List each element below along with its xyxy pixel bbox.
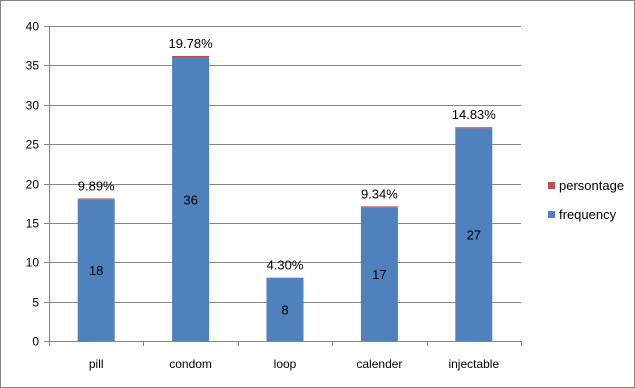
legend-swatch-persontage — [548, 182, 555, 189]
data-label-frequency: 27 — [467, 228, 481, 243]
data-label-persontage: 9.34% — [361, 186, 398, 201]
legend-swatch-frequency — [548, 211, 555, 218]
data-label-persontage: 14.83% — [452, 107, 497, 122]
data-labels: 18 9.89% 36 19.78% 8 4.30% 17 9.34% 27 14.83% — [78, 36, 497, 318]
y-tick-label: 35 — [26, 59, 40, 73]
bar-persontage — [172, 55, 210, 58]
legend: persontage frequency — [548, 178, 624, 222]
bar-frequency — [266, 278, 304, 341]
bar-persontage — [77, 198, 115, 200]
bar-frequency — [360, 207, 398, 341]
y-tick-label: 30 — [26, 99, 40, 113]
x-tick-label: loop — [274, 357, 297, 371]
bars — [77, 55, 493, 341]
data-label-frequency: 18 — [89, 263, 103, 278]
x-tick-label: condom — [169, 357, 212, 371]
bar-frequency — [172, 57, 210, 341]
gridlines — [49, 26, 521, 303]
x-tick-label: calender — [356, 357, 402, 371]
legend-label-persontage: persontage — [559, 178, 624, 193]
data-label-frequency: 8 — [281, 303, 288, 318]
data-label-frequency: 17 — [372, 267, 386, 282]
x-tick-label: injectable — [448, 357, 499, 371]
bar-persontage — [455, 127, 493, 129]
data-label-persontage: 9.89% — [78, 178, 115, 193]
y-tick-label: 25 — [26, 138, 40, 152]
x-tick-label: pill — [89, 357, 104, 371]
y-tick-label: 5 — [32, 296, 39, 310]
legend-label-frequency: frequency — [559, 207, 617, 222]
x-axis: pill condom loop calender injectable — [49, 341, 522, 371]
bar-persontage — [360, 206, 398, 208]
y-tick-label: 15 — [26, 217, 40, 231]
bar-frequency — [455, 128, 493, 341]
data-label-frequency: 36 — [183, 192, 197, 207]
y-axis: 0 5 10 15 20 25 30 35 40 — [26, 20, 50, 349]
data-label-persontage: 4.30% — [267, 258, 304, 273]
y-tick-label: 0 — [32, 335, 39, 349]
y-tick-label: 20 — [26, 178, 40, 192]
data-label-persontage: 19.78% — [169, 36, 214, 51]
y-tick-label: 40 — [26, 20, 40, 34]
y-tick-label: 10 — [26, 256, 40, 270]
bar-frequency — [77, 199, 115, 341]
